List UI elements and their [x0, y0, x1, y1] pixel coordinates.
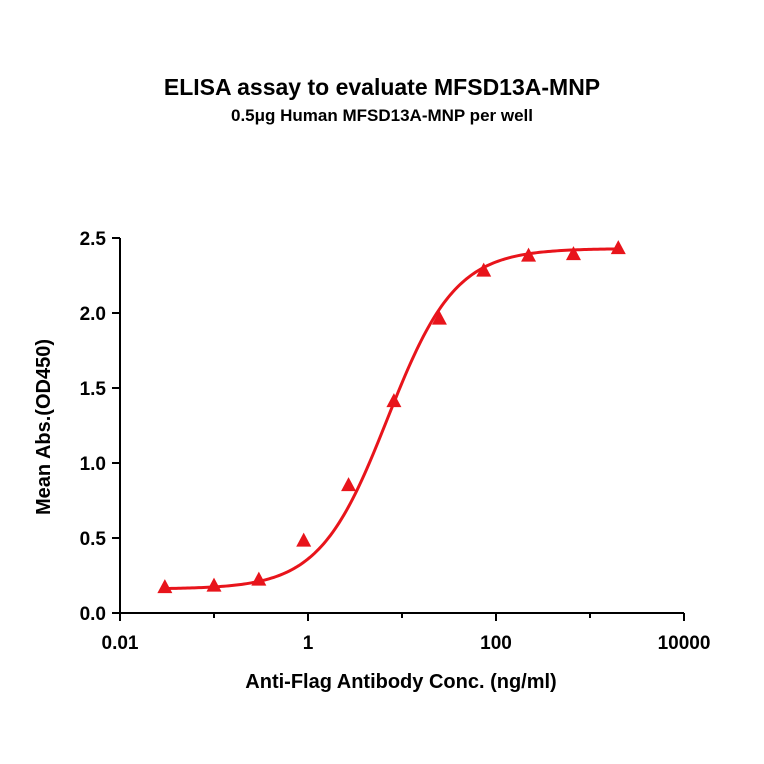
y-tick-label: 1.0	[80, 454, 106, 475]
chart-subtitle: 0.5μg Human MFSD13A-MNP per well	[231, 106, 533, 125]
x-tick-label: 1	[303, 633, 314, 654]
y-axis-label: Mean Abs.(OD450)	[33, 339, 55, 515]
x-tick-label: 10000	[658, 633, 711, 654]
data-point-triangle	[521, 247, 537, 262]
y-tick-label: 2.5	[80, 229, 107, 250]
data-point-triangle	[431, 310, 447, 325]
y-tick-label: 1.5	[80, 379, 107, 400]
x-tick-label: 100	[480, 633, 512, 654]
data-point-triangle	[251, 571, 267, 586]
data-point-triangle	[476, 262, 492, 277]
data-point-triangle	[206, 577, 222, 592]
data-point-triangle	[610, 240, 626, 255]
fit-curve	[164, 247, 619, 591]
data-point-triangle	[386, 393, 402, 408]
y-tick-label: 2.0	[80, 304, 106, 325]
data-point-triangle	[341, 477, 357, 492]
axes: 0.0 0.5 1.0 1.5 2.0 2.5 0.01 1 100 10000	[80, 229, 711, 654]
y-tick-label: 0.5	[80, 529, 107, 550]
data-point-triangle	[157, 579, 173, 594]
data-points-layer	[157, 240, 626, 594]
data-point-triangle	[565, 246, 581, 261]
x-tick-label: 0.01	[102, 633, 139, 654]
chart-title: ELISA assay to evaluate MFSD13A-MNP	[163, 74, 601, 100]
x-axis-label: Anti-Flag Antibody Conc. (ng/ml)	[245, 671, 556, 693]
fit-curve-layer	[164, 247, 619, 591]
y-tick-label: 0.0	[80, 604, 106, 625]
data-point-triangle	[296, 532, 312, 547]
